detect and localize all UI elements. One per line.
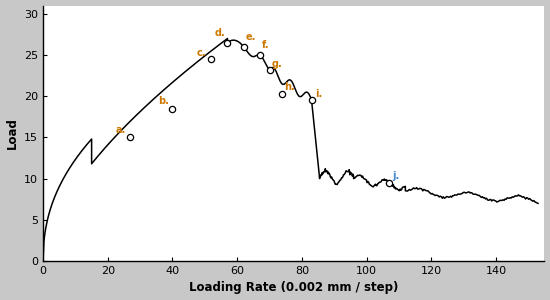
Text: c.: c. [197, 48, 206, 58]
Text: d.: d. [214, 28, 225, 38]
X-axis label: Loading Rate (0.002 mm / step): Loading Rate (0.002 mm / step) [189, 281, 398, 294]
Text: a.: a. [116, 125, 126, 135]
Text: b.: b. [158, 96, 169, 106]
Y-axis label: Load: Load [6, 117, 19, 149]
Text: j.: j. [392, 171, 400, 181]
Text: f.: f. [261, 40, 269, 50]
Text: e.: e. [245, 32, 256, 42]
Text: i.: i. [315, 89, 322, 99]
Text: h.: h. [284, 82, 295, 92]
Text: g.: g. [271, 58, 282, 68]
